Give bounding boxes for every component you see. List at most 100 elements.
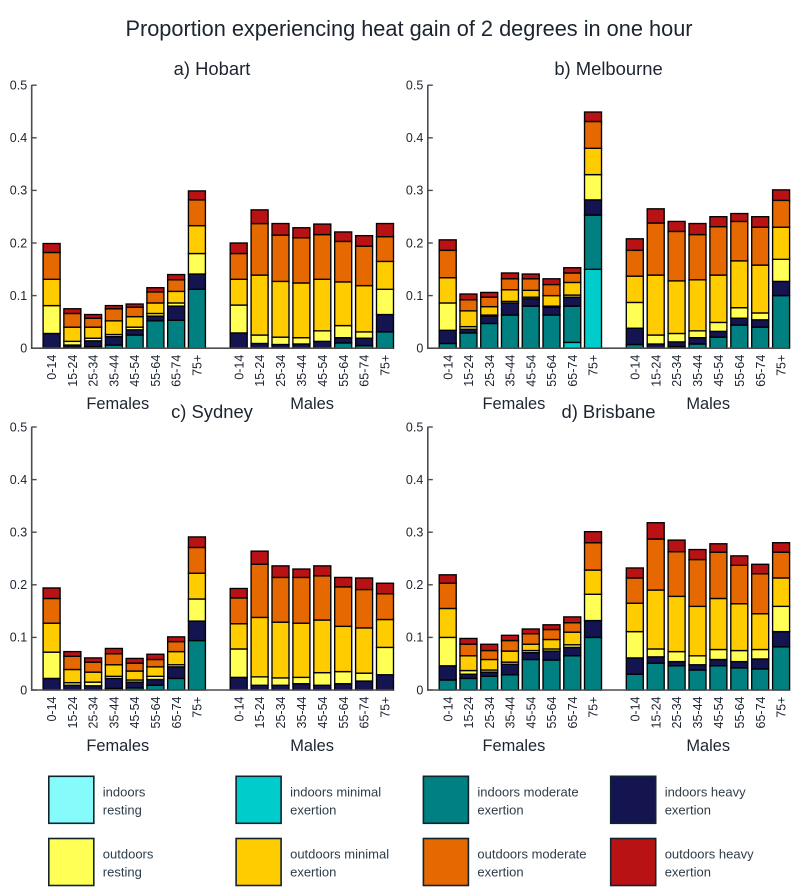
svg-text:75+: 75+ xyxy=(587,697,601,718)
svg-text:35-44: 35-44 xyxy=(295,696,309,728)
svg-text:45-54: 45-54 xyxy=(316,355,330,387)
svg-text:0.3: 0.3 xyxy=(406,526,423,540)
svg-text:indoors minimal: indoors minimal xyxy=(290,784,381,799)
svg-text:indoors moderate: indoors moderate xyxy=(477,784,578,799)
svg-text:Males: Males xyxy=(290,395,334,413)
svg-text:65-74: 65-74 xyxy=(754,355,768,387)
svg-text:65-74: 65-74 xyxy=(170,696,184,728)
svg-text:exertion: exertion xyxy=(665,802,711,817)
svg-text:0-14: 0-14 xyxy=(232,696,246,721)
svg-text:0.2: 0.2 xyxy=(10,236,27,250)
svg-text:0-14: 0-14 xyxy=(232,355,246,380)
svg-text:35-44: 35-44 xyxy=(691,696,705,728)
svg-text:c) Sydney: c) Sydney xyxy=(171,401,254,422)
svg-text:0-14: 0-14 xyxy=(45,355,59,380)
svg-text:55-64: 55-64 xyxy=(733,355,747,387)
svg-text:15-24: 15-24 xyxy=(462,355,476,387)
svg-text:outdoors heavy: outdoors heavy xyxy=(665,847,754,862)
svg-text:exertion: exertion xyxy=(290,865,336,880)
svg-text:55-64: 55-64 xyxy=(545,696,559,728)
svg-text:exertion: exertion xyxy=(477,802,523,817)
svg-text:25-34: 25-34 xyxy=(274,355,288,387)
svg-text:25-34: 25-34 xyxy=(670,696,684,728)
svg-text:resting: resting xyxy=(103,802,142,817)
svg-text:65-74: 65-74 xyxy=(754,696,768,728)
svg-text:indoors: indoors xyxy=(103,784,146,799)
svg-text:75+: 75+ xyxy=(379,697,393,718)
svg-text:75+: 75+ xyxy=(191,355,205,376)
svg-text:outdoors: outdoors xyxy=(103,847,154,862)
svg-text:65-74: 65-74 xyxy=(358,355,372,387)
svg-text:0.5: 0.5 xyxy=(10,79,27,93)
svg-text:Females: Females xyxy=(86,737,149,755)
svg-text:Females: Females xyxy=(482,737,545,755)
svg-text:55-64: 55-64 xyxy=(733,696,747,728)
svg-text:75+: 75+ xyxy=(775,697,789,718)
svg-text:15-24: 15-24 xyxy=(649,696,663,728)
svg-text:exertion: exertion xyxy=(290,802,336,817)
svg-text:0.4: 0.4 xyxy=(406,473,423,487)
svg-text:outdoors minimal: outdoors minimal xyxy=(290,847,389,862)
svg-text:15-24: 15-24 xyxy=(66,355,80,387)
svg-text:35-44: 35-44 xyxy=(107,355,121,387)
svg-text:0-14: 0-14 xyxy=(628,355,642,380)
svg-text:15-24: 15-24 xyxy=(66,696,80,728)
svg-text:a) Hobart: a) Hobart xyxy=(174,58,251,79)
svg-text:0.1: 0.1 xyxy=(10,289,27,303)
svg-text:45-54: 45-54 xyxy=(128,355,142,387)
svg-text:exertion: exertion xyxy=(477,865,523,880)
svg-text:0: 0 xyxy=(416,683,423,697)
svg-text:d) Brisbane: d) Brisbane xyxy=(561,401,655,422)
svg-text:exertion: exertion xyxy=(665,865,711,880)
svg-text:55-64: 55-64 xyxy=(337,696,351,728)
svg-text:b) Melbourne: b) Melbourne xyxy=(554,58,662,79)
svg-text:15-24: 15-24 xyxy=(462,696,476,728)
svg-text:25-34: 25-34 xyxy=(274,696,288,728)
svg-text:0.4: 0.4 xyxy=(10,473,27,487)
svg-text:55-64: 55-64 xyxy=(149,355,163,387)
svg-text:65-74: 65-74 xyxy=(566,355,580,387)
svg-text:resting: resting xyxy=(103,865,142,880)
svg-text:35-44: 35-44 xyxy=(107,696,121,728)
svg-text:0.2: 0.2 xyxy=(10,578,27,592)
svg-text:25-34: 25-34 xyxy=(483,696,497,728)
svg-text:Males: Males xyxy=(290,737,334,755)
svg-text:45-54: 45-54 xyxy=(316,696,330,728)
svg-text:35-44: 35-44 xyxy=(295,355,309,387)
svg-text:Males: Males xyxy=(686,395,730,413)
svg-text:0-14: 0-14 xyxy=(441,355,455,380)
svg-text:Males: Males xyxy=(686,737,730,755)
svg-text:55-64: 55-64 xyxy=(545,355,559,387)
svg-text:35-44: 35-44 xyxy=(504,355,518,387)
svg-text:35-44: 35-44 xyxy=(691,355,705,387)
svg-text:0: 0 xyxy=(20,683,27,697)
svg-text:75+: 75+ xyxy=(191,697,205,718)
svg-text:0.1: 0.1 xyxy=(10,631,27,645)
svg-text:0-14: 0-14 xyxy=(628,696,642,721)
svg-text:55-64: 55-64 xyxy=(149,696,163,728)
svg-text:0.1: 0.1 xyxy=(406,631,423,645)
svg-text:25-34: 25-34 xyxy=(87,696,101,728)
svg-text:0-14: 0-14 xyxy=(441,696,455,721)
svg-text:0-14: 0-14 xyxy=(45,696,59,721)
svg-text:0.3: 0.3 xyxy=(10,184,27,198)
svg-text:0.2: 0.2 xyxy=(406,236,423,250)
svg-text:0.4: 0.4 xyxy=(406,131,423,145)
svg-text:0.5: 0.5 xyxy=(10,420,27,434)
svg-text:75+: 75+ xyxy=(587,355,601,376)
svg-text:0.3: 0.3 xyxy=(10,526,27,540)
svg-text:0.2: 0.2 xyxy=(406,578,423,592)
svg-text:outdoors moderate: outdoors moderate xyxy=(477,847,586,862)
svg-text:0.1: 0.1 xyxy=(406,289,423,303)
svg-text:25-34: 25-34 xyxy=(670,355,684,387)
svg-text:55-64: 55-64 xyxy=(337,355,351,387)
svg-text:45-54: 45-54 xyxy=(712,355,726,387)
svg-text:35-44: 35-44 xyxy=(504,696,518,728)
svg-text:65-74: 65-74 xyxy=(358,696,372,728)
svg-text:0: 0 xyxy=(416,342,423,356)
svg-text:65-74: 65-74 xyxy=(566,696,580,728)
svg-text:Females: Females xyxy=(482,395,545,413)
svg-text:25-34: 25-34 xyxy=(483,355,497,387)
svg-text:75+: 75+ xyxy=(775,355,789,376)
svg-text:Females: Females xyxy=(86,395,149,413)
